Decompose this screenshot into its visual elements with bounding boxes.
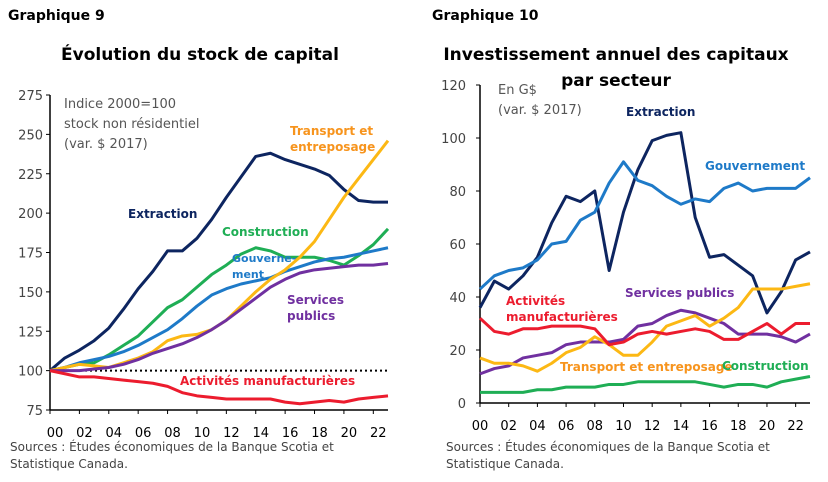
x-tick-label: 22 bbox=[787, 419, 804, 434]
series-label: Gouvernement bbox=[705, 159, 805, 173]
y-tick-label: 0 bbox=[458, 397, 466, 412]
chart-title: Évolution du stock de capital bbox=[61, 43, 339, 65]
y-tick-label: 275 bbox=[18, 89, 43, 104]
x-tick-label: 12 bbox=[223, 426, 240, 441]
x-tick-label: 22 bbox=[370, 426, 387, 441]
series-label: ment bbox=[232, 268, 264, 281]
x-tick-label: 18 bbox=[311, 426, 328, 441]
unit-note: stock non résidentiel bbox=[64, 117, 199, 132]
source-note: Statistique Canada. bbox=[10, 457, 128, 471]
series-label: Transport et entreposage bbox=[560, 360, 733, 374]
x-tick-label: 18 bbox=[730, 419, 747, 434]
series-label: manufacturières bbox=[506, 310, 618, 324]
series-line-5 bbox=[49, 369, 389, 406]
series-label: Transport et bbox=[290, 124, 373, 138]
source-note: Statistique Canada. bbox=[446, 457, 564, 471]
x-tick-label: 20 bbox=[759, 419, 776, 434]
series-label: Gouverne- bbox=[232, 252, 296, 265]
x-tick-label: 14 bbox=[673, 419, 690, 434]
source-note: Sources : Études économiques de la Banqu… bbox=[10, 439, 334, 454]
unit-note: Indice 2000=100 bbox=[64, 97, 176, 112]
x-tick-label: 00 bbox=[47, 426, 64, 441]
x-tick-label: 20 bbox=[341, 426, 358, 441]
x-tick-label: 10 bbox=[615, 419, 632, 434]
series-label: Services bbox=[287, 293, 344, 307]
unit-note: (var. $ 2017) bbox=[498, 103, 582, 118]
series-line-2 bbox=[49, 246, 389, 373]
x-tick-label: 02 bbox=[76, 426, 93, 441]
series-line-0 bbox=[49, 151, 388, 372]
y-tick-label: 60 bbox=[449, 238, 466, 253]
series-label: Construction bbox=[222, 225, 309, 239]
source-note: Sources : Études économiques de la Banqu… bbox=[446, 439, 770, 454]
x-tick-label: 06 bbox=[135, 426, 152, 441]
y-tick-label: 100 bbox=[441, 132, 466, 147]
series-line-3 bbox=[479, 282, 811, 373]
y-tick-label: 125 bbox=[18, 325, 43, 340]
x-tick-label: 10 bbox=[194, 426, 211, 441]
series-label: entreposage bbox=[290, 140, 375, 154]
series-label: Activités manufacturières bbox=[180, 374, 355, 388]
x-tick-label: 16 bbox=[282, 426, 299, 441]
x-tick-label: 08 bbox=[587, 419, 604, 434]
x-tick-label: 00 bbox=[472, 419, 489, 434]
series-line-1 bbox=[478, 160, 811, 291]
series-label: Services publics bbox=[625, 286, 734, 300]
chart-label: Graphique 10 bbox=[432, 8, 539, 24]
y-tick-label: 75 bbox=[26, 404, 43, 419]
y-tick-label: 175 bbox=[18, 247, 43, 262]
unit-note: En G$ bbox=[498, 83, 537, 98]
y-tick-label: 120 bbox=[441, 79, 466, 94]
x-tick-label: 02 bbox=[500, 419, 517, 434]
x-tick-label: 16 bbox=[701, 419, 718, 434]
y-tick-label: 100 bbox=[18, 365, 43, 380]
y-tick-label: 150 bbox=[18, 286, 43, 301]
series-line-4 bbox=[50, 262, 389, 373]
chart-label: Graphique 9 bbox=[8, 8, 105, 24]
series-line-5 bbox=[480, 375, 811, 394]
x-tick-label: 08 bbox=[164, 426, 181, 441]
series-label: publics bbox=[287, 309, 335, 323]
series-label: Activités bbox=[506, 294, 565, 308]
chart-title: par secteur bbox=[561, 71, 671, 91]
unit-note: (var. $ 2017) bbox=[64, 137, 148, 152]
y-tick-label: 225 bbox=[18, 168, 43, 183]
x-tick-label: 04 bbox=[529, 419, 546, 434]
y-tick-label: 250 bbox=[18, 128, 43, 143]
y-tick-label: 20 bbox=[449, 344, 466, 359]
x-tick-label: 14 bbox=[252, 426, 269, 441]
y-tick-label: 40 bbox=[449, 291, 466, 306]
series-line-2 bbox=[479, 308, 811, 376]
x-tick-label: 12 bbox=[644, 419, 661, 434]
x-tick-label: 06 bbox=[558, 419, 575, 434]
x-tick-label: 04 bbox=[106, 426, 123, 441]
series-line-4 bbox=[478, 317, 810, 347]
chart-title: Investissement annuel des capitaux bbox=[443, 45, 788, 65]
series-label: Extraction bbox=[626, 105, 695, 119]
series-label: Construction bbox=[722, 359, 809, 373]
y-tick-label: 200 bbox=[18, 207, 43, 222]
series-label: Extraction bbox=[128, 207, 197, 221]
y-tick-label: 80 bbox=[449, 185, 466, 200]
